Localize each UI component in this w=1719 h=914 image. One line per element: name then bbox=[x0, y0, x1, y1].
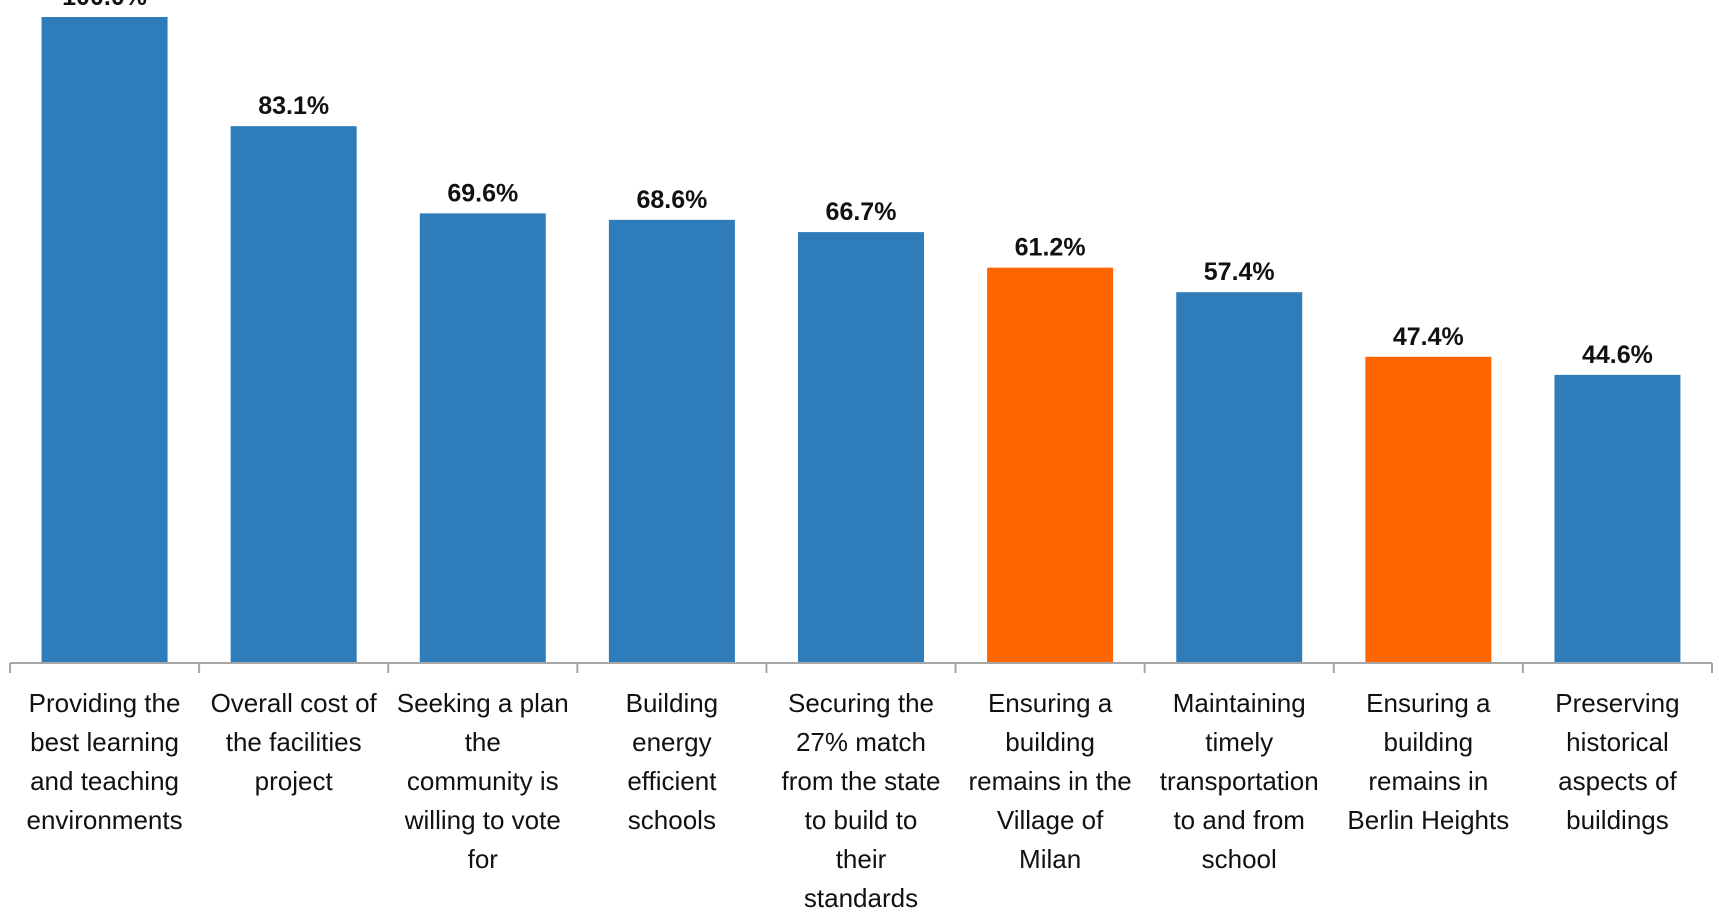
category-label: Securing the 27% match from the state to bu… bbox=[782, 688, 941, 913]
category-label-line: Maintaining bbox=[1173, 688, 1306, 718]
data-label: 61.2% bbox=[1015, 234, 1086, 262]
category-label-line: and teaching bbox=[30, 766, 179, 796]
category-label-line: transportation bbox=[1160, 766, 1319, 796]
category-label-line: efficient bbox=[627, 766, 717, 796]
category-label-line: timely bbox=[1205, 727, 1273, 757]
category-label-line: Milan bbox=[1019, 844, 1081, 874]
category-label-line: the facilities bbox=[226, 727, 362, 757]
data-label: 47.4% bbox=[1393, 323, 1464, 351]
category-label-line: Securing the bbox=[788, 688, 934, 718]
bar bbox=[608, 219, 735, 663]
data-label: 100.0% bbox=[62, 0, 147, 11]
category-label: Providing the best learning and teaching en… bbox=[27, 688, 183, 835]
value-labels-group: 100.0% 83.1% 69.6% 68.6% 66.7% 61.2% 57.4% 47.4… bbox=[62, 0, 1653, 369]
category-label-line: remains in bbox=[1368, 766, 1488, 796]
category-label-line: community is bbox=[407, 766, 559, 796]
category-label-line: 27% match bbox=[796, 727, 926, 757]
category-label-line: environments bbox=[27, 805, 183, 835]
data-label: 57.4% bbox=[1204, 258, 1275, 286]
category-label: Ensuring a building remains in Berlin Heigh… bbox=[1347, 688, 1509, 835]
category-label-line: building bbox=[1384, 727, 1474, 757]
category-label-line: Ensuring a bbox=[988, 688, 1113, 718]
category-label-line: best learning bbox=[30, 727, 179, 757]
bar bbox=[1176, 292, 1303, 663]
category-label-line: Seeking a plan bbox=[397, 688, 569, 718]
category-label-line: energy bbox=[632, 727, 712, 757]
category-label: Maintaining timely transportation to and fr… bbox=[1160, 688, 1319, 874]
category-label-line: Village of bbox=[997, 805, 1104, 835]
category-label: Overall cost of the facilities project bbox=[211, 688, 378, 796]
bar bbox=[41, 17, 168, 663]
category-label-line: school bbox=[1202, 844, 1277, 874]
category-label-line: the bbox=[465, 727, 501, 757]
category-label-line: Building bbox=[626, 688, 719, 718]
category-label-line: to and from bbox=[1173, 805, 1305, 835]
category-label: Preserving historical aspects of buildings bbox=[1555, 688, 1679, 835]
bar bbox=[419, 213, 546, 663]
category-label-line: Preserving bbox=[1555, 688, 1679, 718]
category-label-line: Ensuring a bbox=[1366, 688, 1491, 718]
bar bbox=[798, 232, 924, 664]
bar bbox=[987, 267, 1114, 663]
category-label-line: historical bbox=[1566, 727, 1669, 757]
category-label-line: to build to bbox=[805, 805, 918, 835]
category-label: Seeking a plan the community is willing to … bbox=[397, 688, 569, 874]
category-label: Ensuring a building remains in the Village … bbox=[968, 688, 1131, 874]
category-label-line: Berlin Heights bbox=[1347, 805, 1509, 835]
category-label-line: willing to vote bbox=[404, 805, 561, 835]
data-label: 68.6% bbox=[636, 186, 707, 214]
category-label-line: buildings bbox=[1566, 805, 1669, 835]
category-label-line: building bbox=[1005, 727, 1095, 757]
data-label: 66.7% bbox=[826, 198, 897, 226]
category-label-line: schools bbox=[628, 805, 716, 835]
category-label-line: project bbox=[255, 766, 334, 796]
x-axis bbox=[9, 662, 1713, 673]
category-label-line: standards bbox=[804, 883, 918, 913]
category-label: Building energy efficient schools bbox=[626, 688, 719, 835]
category-label-line: aspects of bbox=[1558, 766, 1677, 796]
category-label-line: from the state bbox=[782, 766, 941, 796]
data-label: 44.6% bbox=[1582, 341, 1653, 369]
bars-group bbox=[41, 17, 1681, 664]
category-label-line: remains in the bbox=[968, 766, 1131, 796]
bar bbox=[1365, 356, 1492, 663]
bar bbox=[1554, 374, 1681, 663]
data-label: 83.1% bbox=[258, 92, 329, 120]
category-label-line: Providing the bbox=[29, 688, 181, 718]
category-labels-group: Providing the best learning and teaching en… bbox=[27, 688, 1680, 913]
category-label-line: Overall cost of bbox=[211, 688, 378, 718]
bar bbox=[230, 126, 357, 663]
category-label-line: for bbox=[468, 844, 499, 874]
category-label-line: their bbox=[836, 844, 887, 874]
data-label: 69.6% bbox=[447, 179, 518, 207]
